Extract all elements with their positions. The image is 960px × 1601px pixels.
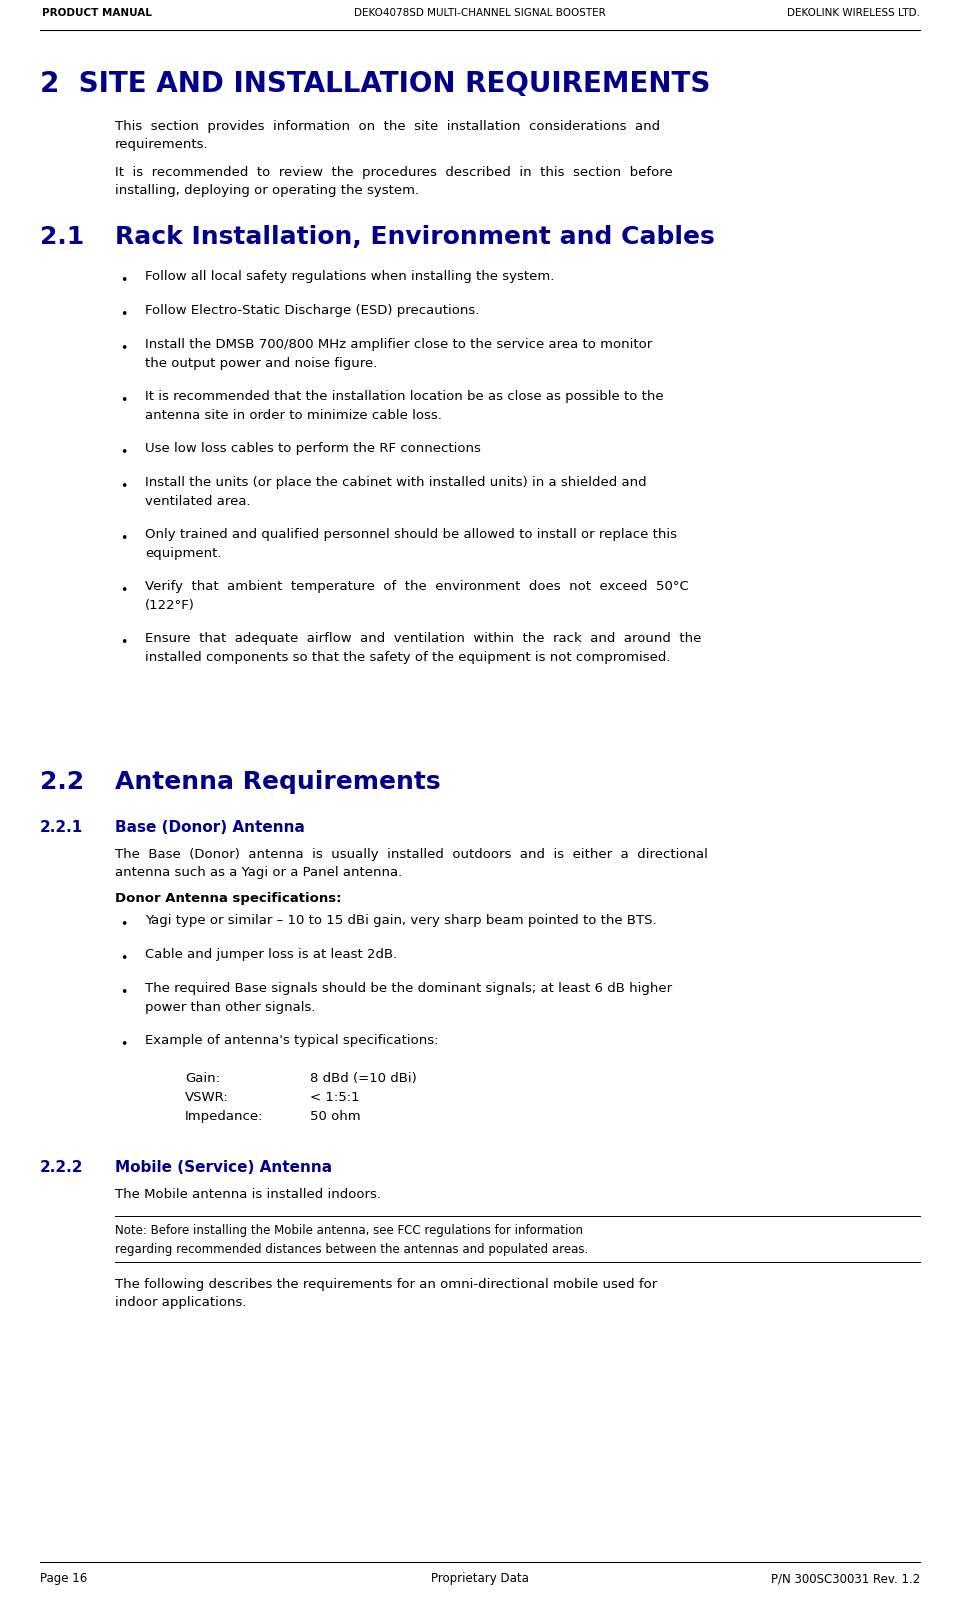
Text: •: • — [120, 917, 128, 932]
Text: •: • — [120, 532, 128, 544]
Text: •: • — [120, 584, 128, 597]
Text: The  Base  (Donor)  antenna  is  usually  installed  outdoors  and  is  either  : The Base (Donor) antenna is usually inst… — [115, 849, 708, 861]
Text: This  section  provides  information  on  the  site  installation  consideration: This section provides information on the… — [115, 120, 660, 133]
Text: 8 dBd (=10 dBi): 8 dBd (=10 dBi) — [310, 1073, 417, 1085]
Text: •: • — [120, 447, 128, 459]
Text: Verify  that  ambient  temperature  of  the  environment  does  not  exceed  50°: Verify that ambient temperature of the e… — [145, 580, 688, 612]
Text: •: • — [120, 480, 128, 493]
Text: Use low loss cables to perform the RF connections: Use low loss cables to perform the RF co… — [145, 442, 481, 455]
Text: Follow Electro-Static Discharge (ESD) precautions.: Follow Electro-Static Discharge (ESD) pr… — [145, 304, 479, 317]
Text: •: • — [120, 953, 128, 965]
Text: Gain:: Gain: — [185, 1073, 220, 1085]
Text: The Mobile antenna is installed indoors.: The Mobile antenna is installed indoors. — [115, 1188, 381, 1201]
Text: Antenna Requirements: Antenna Requirements — [115, 770, 441, 794]
Text: DEKO4078SD MULTI-CHANNEL SIGNAL BOOSTER: DEKO4078SD MULTI-CHANNEL SIGNAL BOOSTER — [354, 8, 606, 18]
Text: Cable and jumper loss is at least 2dB.: Cable and jumper loss is at least 2dB. — [145, 948, 397, 961]
Text: Mobile (Service) Antenna: Mobile (Service) Antenna — [115, 1161, 332, 1175]
Text: •: • — [120, 986, 128, 999]
Text: Install the DMSB 700/800 MHz amplifier close to the service area to monitor
the : Install the DMSB 700/800 MHz amplifier c… — [145, 338, 652, 370]
Text: •: • — [120, 343, 128, 355]
Text: Ensure  that  adequate  airflow  and  ventilation  within  the  rack  and  aroun: Ensure that adequate airflow and ventila… — [145, 632, 702, 663]
Text: 2.2.1: 2.2.1 — [40, 820, 84, 836]
Text: PRODUCT MANUAL: PRODUCT MANUAL — [42, 8, 152, 18]
Text: •: • — [120, 307, 128, 320]
Text: Only trained and qualified personnel should be allowed to install or replace thi: Only trained and qualified personnel sho… — [145, 528, 677, 559]
Text: P/N 300SC30031 Rev. 1.2: P/N 300SC30031 Rev. 1.2 — [771, 1572, 920, 1585]
Text: •: • — [120, 394, 128, 407]
Text: antenna such as a Yagi or a Panel antenna.: antenna such as a Yagi or a Panel antenn… — [115, 866, 402, 879]
Text: < 1:5:1: < 1:5:1 — [310, 1090, 360, 1105]
Text: 2  SITE AND INSTALLATION REQUIREMENTS: 2 SITE AND INSTALLATION REQUIREMENTS — [40, 70, 710, 98]
Text: •: • — [120, 274, 128, 287]
Text: Note: Before installing the Mobile antenna, see FCC regulations for information
: Note: Before installing the Mobile anten… — [115, 1225, 588, 1255]
Text: Follow all local safety regulations when installing the system.: Follow all local safety regulations when… — [145, 271, 554, 283]
Text: 2.2.2: 2.2.2 — [40, 1161, 84, 1175]
Text: The following describes the requirements for an omni-directional mobile used for: The following describes the requirements… — [115, 1278, 658, 1290]
Text: 2.2: 2.2 — [40, 770, 84, 794]
Text: Example of antenna's typical specifications:: Example of antenna's typical specificati… — [145, 1034, 439, 1047]
Text: requirements.: requirements. — [115, 138, 208, 150]
Text: indoor applications.: indoor applications. — [115, 1295, 247, 1310]
Text: •: • — [120, 1037, 128, 1050]
Text: VSWR:: VSWR: — [185, 1090, 228, 1105]
Text: DEKOLINK WIRELESS LTD.: DEKOLINK WIRELESS LTD. — [787, 8, 920, 18]
Text: •: • — [120, 636, 128, 648]
Text: It  is  recommended  to  review  the  procedures  described  in  this  section  : It is recommended to review the procedur… — [115, 167, 673, 179]
Text: Yagi type or similar – 10 to 15 dBi gain, very sharp beam pointed to the BTS.: Yagi type or similar – 10 to 15 dBi gain… — [145, 914, 657, 927]
Text: 2.1: 2.1 — [40, 226, 84, 250]
Text: Impedance:: Impedance: — [185, 1109, 263, 1122]
Text: Install the units (or place the cabinet with installed units) in a shielded and
: Install the units (or place the cabinet … — [145, 475, 647, 508]
Text: Proprietary Data: Proprietary Data — [431, 1572, 529, 1585]
Text: Page 16: Page 16 — [40, 1572, 87, 1585]
Text: installing, deploying or operating the system.: installing, deploying or operating the s… — [115, 184, 420, 197]
Text: Rack Installation, Environment and Cables: Rack Installation, Environment and Cable… — [115, 226, 715, 250]
Text: 50 ohm: 50 ohm — [310, 1109, 361, 1122]
Text: The required Base signals should be the dominant signals; at least 6 dB higher
p: The required Base signals should be the … — [145, 981, 672, 1013]
Text: It is recommended that the installation location be as close as possible to the
: It is recommended that the installation … — [145, 391, 663, 421]
Text: Base (Donor) Antenna: Base (Donor) Antenna — [115, 820, 305, 836]
Text: Donor Antenna specifications:: Donor Antenna specifications: — [115, 892, 342, 905]
